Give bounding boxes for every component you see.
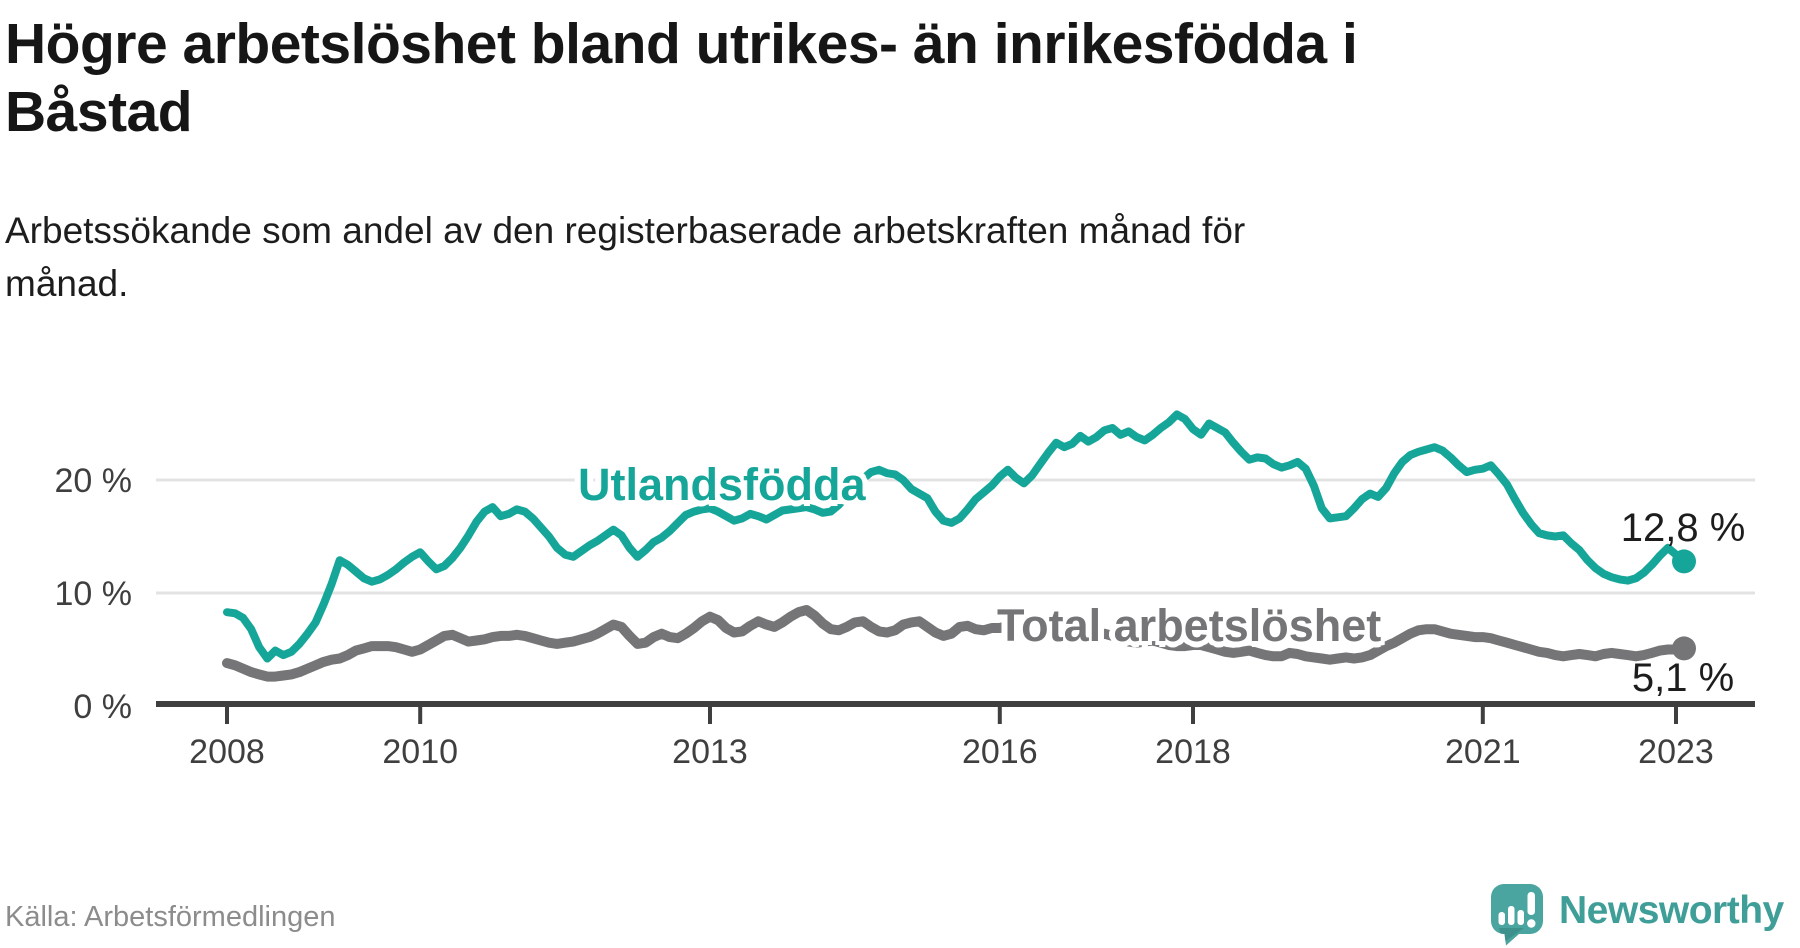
chart-subtitle: Arbetssökande som andel av den registerb…: [5, 204, 1705, 310]
newsworthy-logo: Newsworthy: [1489, 883, 1784, 947]
series-label-total-arbetsloshet: Total arbetslöshet: [997, 600, 1382, 651]
y-tick-label: 10 %: [55, 575, 133, 613]
x-tick-label: 2008: [189, 733, 265, 771]
newsworthy-speech-bubble-bar-chart-icon: [1491, 884, 1543, 946]
page-title: Högre arbetslöshet bland utrikes- än inr…: [5, 10, 1765, 146]
page-title-line-2: Båstad: [5, 80, 193, 144]
series-end-dot-total-arbetsloshet: [1672, 636, 1696, 661]
series-end-dot-utlandsfodda: [1672, 549, 1696, 574]
series-line-total-arbetsloshet: [222, 605, 1689, 682]
x-tick-label: 2013: [672, 733, 748, 771]
page-title-line-1: Högre arbetslöshet bland utrikes- än inr…: [5, 12, 1358, 76]
x-tick-label: 2018: [1155, 733, 1231, 771]
brand-name: Newsworthy: [1559, 889, 1784, 932]
chart-subtitle-line-2: månad.: [5, 263, 129, 304]
series-line-utlandsfodda: [223, 410, 1688, 663]
y-tick-label: 20 %: [55, 462, 133, 500]
x-tick-label: 2023: [1638, 733, 1714, 771]
y-tick-label: 0 %: [73, 688, 132, 726]
end-value-label-utlandsfodda: 12,8 %: [1620, 506, 1746, 550]
chart-subtitle-line-1: Arbetssökande som andel av den registerb…: [5, 210, 1246, 251]
x-tick-label: 2021: [1445, 733, 1521, 771]
source-note: Källa: Arbetsförmedlingen: [5, 901, 336, 933]
x-tick-label: 2010: [382, 733, 458, 771]
end-value-label-total-arbetsloshet: 5,1 %: [1631, 656, 1735, 700]
series-label-utlandsfodda: Utlandsfödda: [578, 459, 866, 510]
x-tick-label: 2016: [962, 733, 1038, 771]
